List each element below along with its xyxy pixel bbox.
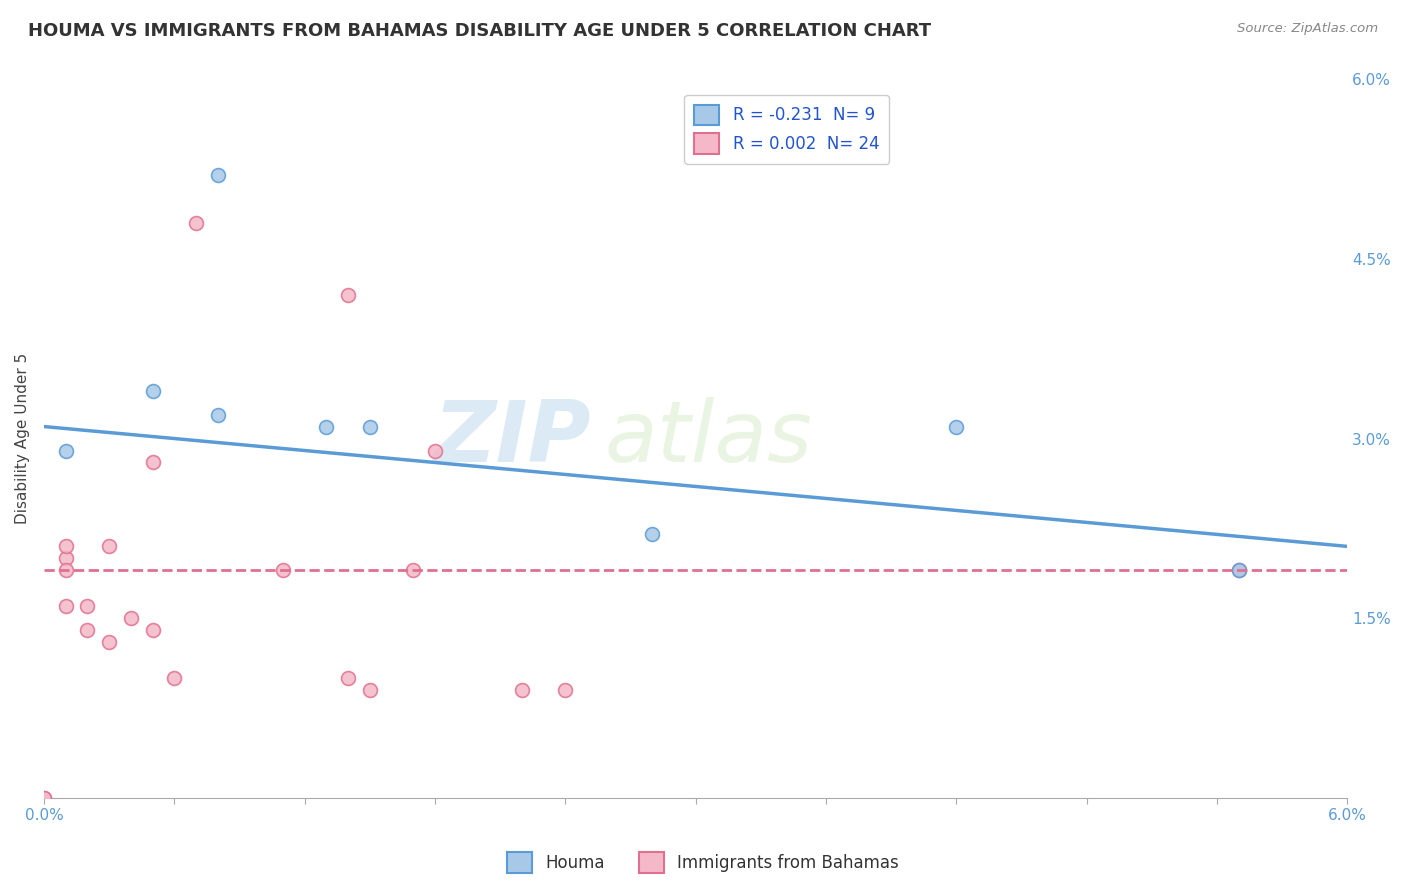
Point bbox=[641, 527, 664, 541]
Text: ZIP: ZIP bbox=[433, 397, 592, 480]
Point bbox=[55, 563, 77, 577]
Point bbox=[163, 671, 186, 685]
Legend: R = -0.231  N= 9, R = 0.002  N= 24: R = -0.231 N= 9, R = 0.002 N= 24 bbox=[685, 95, 889, 163]
Text: Source: ZipAtlas.com: Source: ZipAtlas.com bbox=[1237, 22, 1378, 36]
Point bbox=[141, 624, 163, 638]
Point bbox=[207, 168, 229, 182]
Point bbox=[1227, 563, 1250, 577]
Text: HOUMA VS IMMIGRANTS FROM BAHAMAS DISABILITY AGE UNDER 5 CORRELATION CHART: HOUMA VS IMMIGRANTS FROM BAHAMAS DISABIL… bbox=[28, 22, 931, 40]
Point bbox=[32, 791, 55, 805]
Point bbox=[207, 408, 229, 422]
Point bbox=[402, 563, 425, 577]
Y-axis label: Disability Age Under 5: Disability Age Under 5 bbox=[15, 353, 30, 524]
Point bbox=[55, 599, 77, 614]
Point bbox=[337, 671, 360, 685]
Legend: Houma, Immigrants from Bahamas: Houma, Immigrants from Bahamas bbox=[501, 846, 905, 880]
Point bbox=[184, 216, 207, 230]
Point bbox=[945, 419, 967, 434]
Point bbox=[337, 287, 360, 301]
Point bbox=[76, 624, 98, 638]
Point bbox=[359, 683, 381, 698]
Text: atlas: atlas bbox=[605, 397, 813, 480]
Point bbox=[271, 563, 294, 577]
Point bbox=[55, 551, 77, 566]
Point bbox=[141, 384, 163, 398]
Point bbox=[423, 443, 446, 458]
Point bbox=[76, 599, 98, 614]
Point bbox=[510, 683, 533, 698]
Point bbox=[55, 443, 77, 458]
Point bbox=[32, 791, 55, 805]
Point bbox=[98, 635, 121, 649]
Point bbox=[1227, 563, 1250, 577]
Point bbox=[554, 683, 576, 698]
Point bbox=[120, 611, 142, 625]
Point bbox=[98, 540, 121, 554]
Point bbox=[55, 540, 77, 554]
Point bbox=[359, 419, 381, 434]
Point bbox=[141, 455, 163, 469]
Point bbox=[315, 419, 337, 434]
